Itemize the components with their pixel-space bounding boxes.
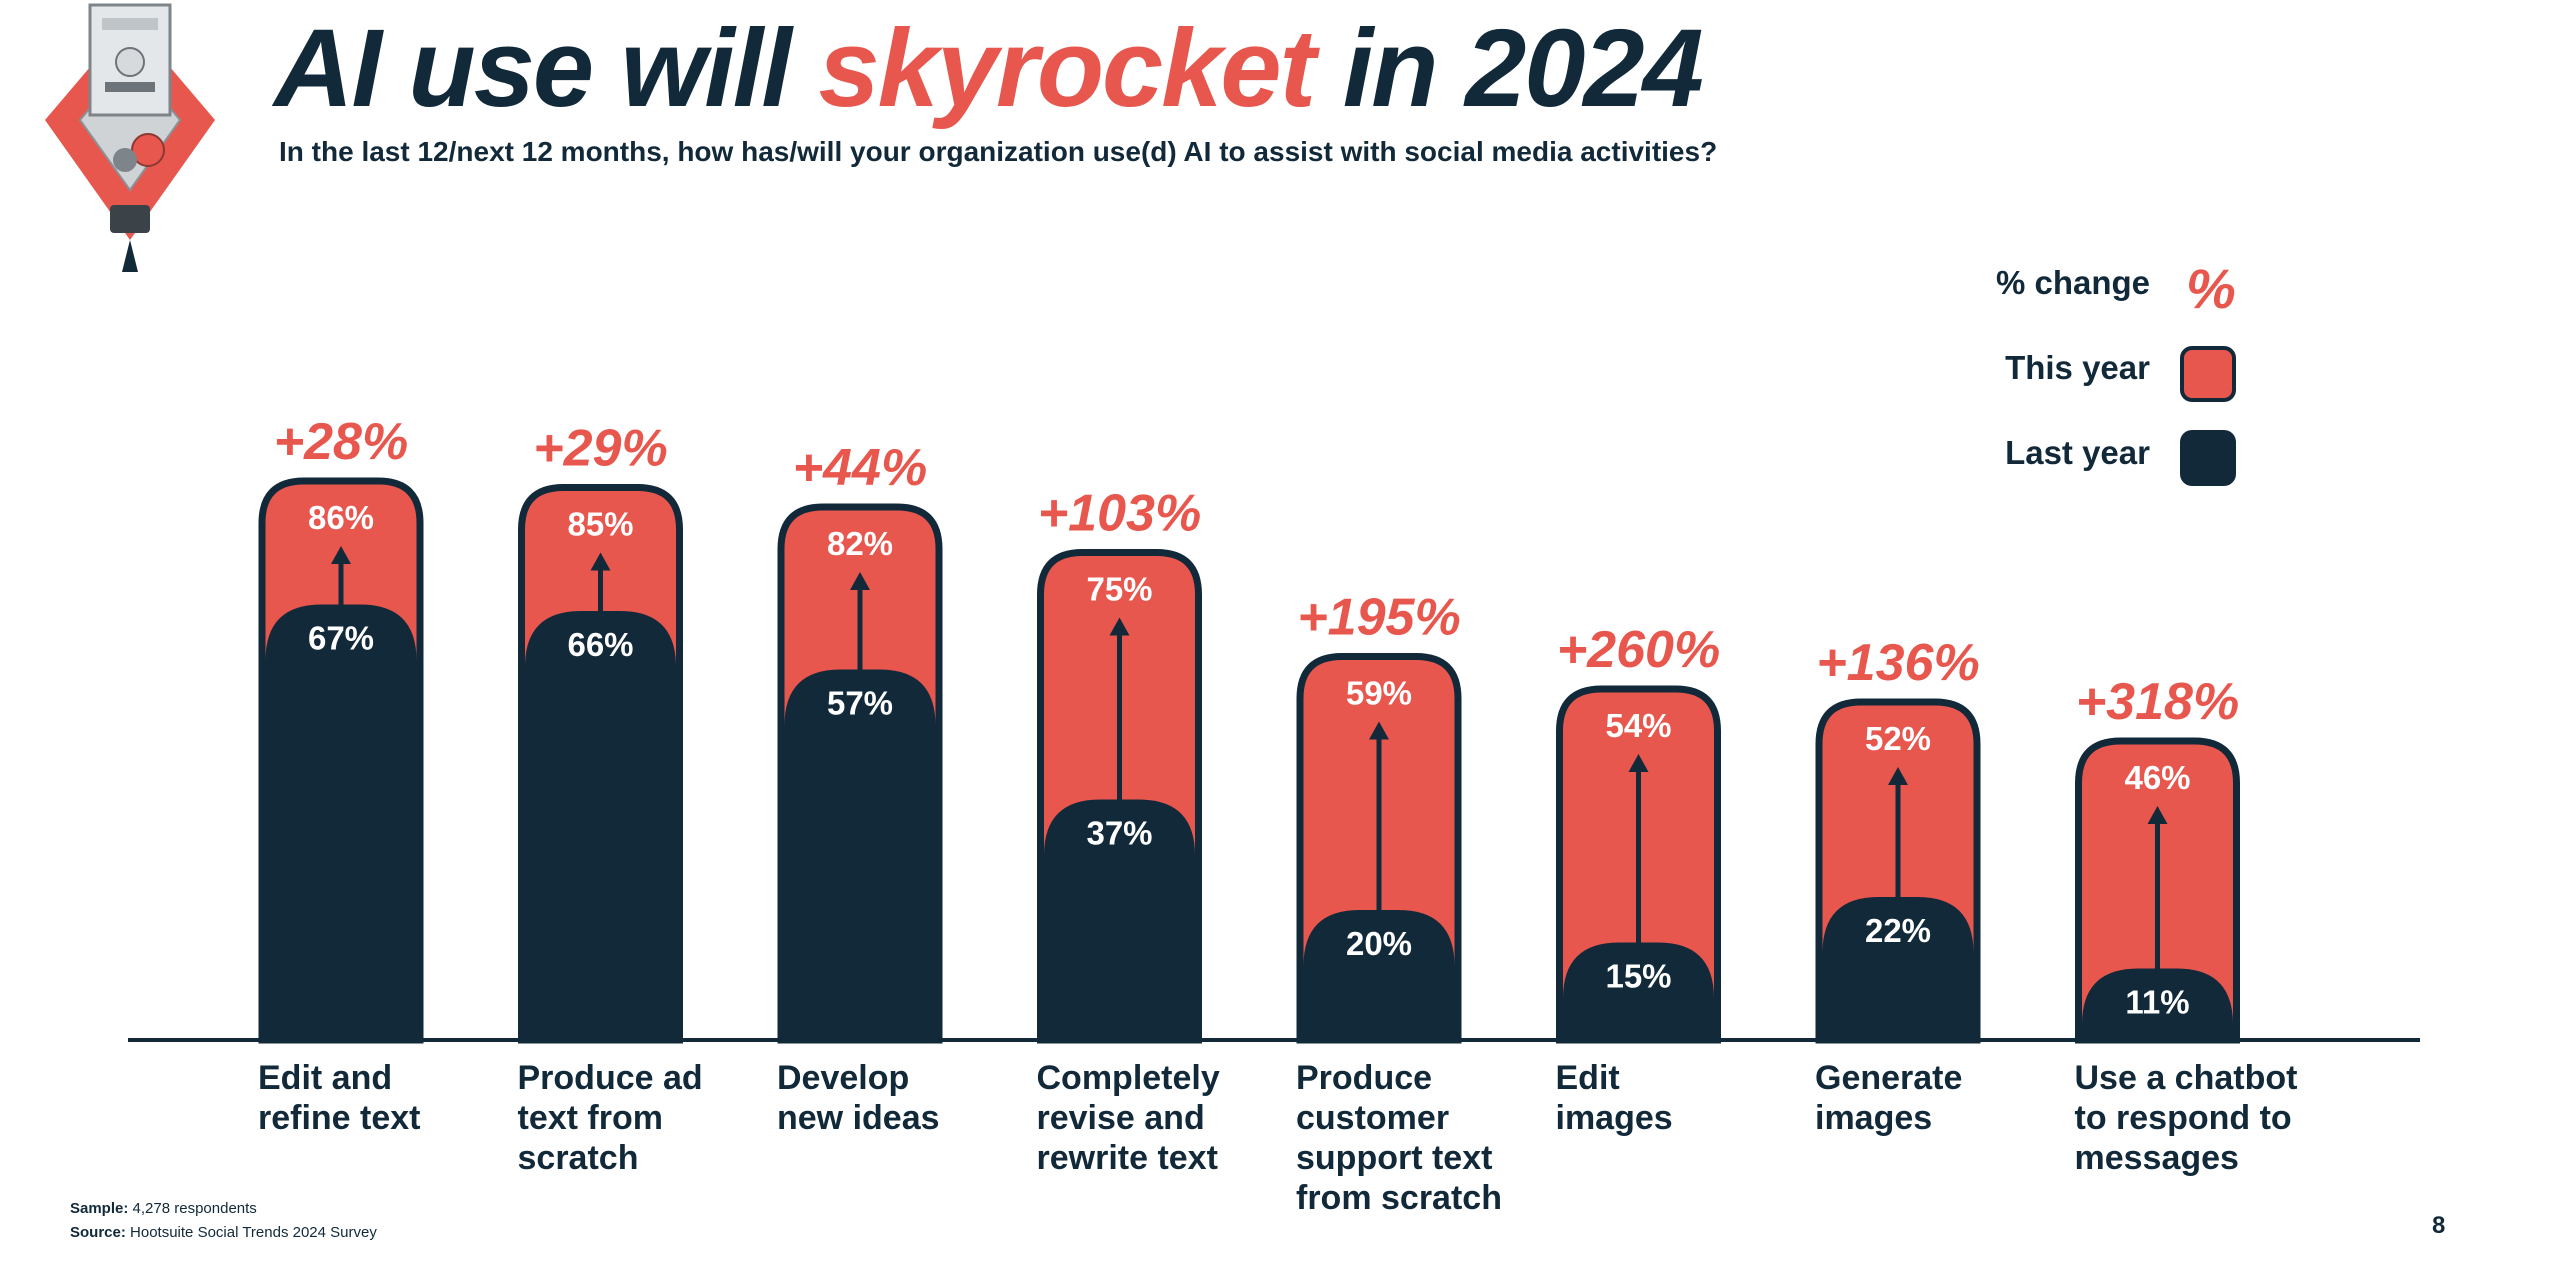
bar-last-year: [265, 604, 417, 1040]
sample-text: 4,278 respondents: [128, 1200, 257, 1217]
percent-change-label: +318%: [2076, 673, 2239, 731]
survey-question: In the last 12/next 12 months, how has/w…: [279, 136, 1718, 167]
change-arrow-head: [590, 552, 611, 571]
category-label-line: to respond to: [2074, 1099, 2292, 1137]
legend-change-symbol: %: [2186, 257, 2236, 320]
category-label-line: messages: [2074, 1139, 2239, 1177]
bar-last-year: [1563, 942, 1714, 1040]
change-arrow-head: [1369, 721, 1389, 740]
percent-change-label: +44%: [793, 439, 927, 497]
legend-change-label: % change: [1995, 264, 2150, 301]
source-label: Source:: [70, 1224, 126, 1241]
change-arrow-head: [850, 572, 870, 590]
category-label-line: Use a chatbot: [2074, 1059, 2298, 1097]
last-year-value-label: 15%: [1605, 958, 1671, 995]
this-year-value-label: 59%: [1346, 675, 1412, 712]
category-label-line: Edit: [1555, 1059, 1620, 1097]
bar-last-year: [2082, 968, 2233, 1040]
title-suffix: in 2024: [1314, 7, 1704, 130]
bar-last-year: [784, 669, 936, 1040]
percent-change-label: +28%: [274, 413, 408, 471]
category-label-line: Edit and: [258, 1059, 393, 1097]
sample-note: Sample: 4,278 respondents: [70, 1200, 257, 1217]
category-label: Edit images: [1556, 1058, 1673, 1138]
category-label-line: customer: [1296, 1099, 1450, 1137]
category-label-line: scratch: [517, 1139, 639, 1177]
category-label: Produce ad text from scratch: [518, 1058, 703, 1178]
category-label-line: from scratch: [1296, 1179, 1502, 1217]
page-title: AI use will skyrocket in 2024: [274, 7, 1704, 130]
percent-change-label: +29%: [533, 420, 667, 478]
category-label-line: Produce ad: [517, 1059, 703, 1097]
owly-rocket-illustration: [45, 3, 215, 272]
category-label: Use a chatbot to respond to messages: [2075, 1058, 2298, 1178]
bar-last-year: [1044, 799, 1195, 1040]
legend-last-year-label: Last year: [2005, 434, 2150, 471]
category-label: Completely revise and rewrite text: [1037, 1058, 1220, 1178]
last-year-value-label: 20%: [1346, 925, 1412, 962]
legend-this-year-label: This year: [2005, 349, 2150, 386]
last-year-value-label: 11%: [2125, 984, 2189, 1021]
this-year-value-label: 86%: [308, 499, 374, 536]
page-number: 8: [2432, 1212, 2446, 1239]
percent-change-label: +195%: [1297, 589, 1460, 647]
category-label-line: revise and: [1036, 1099, 1205, 1137]
category-label-line: Generate: [1815, 1059, 1963, 1097]
category-label: Edit and refine text: [258, 1058, 421, 1138]
category-label-line: Completely: [1036, 1059, 1220, 1097]
last-year-value-label: 67%: [308, 620, 374, 657]
sample-label: Sample:: [70, 1200, 129, 1217]
change-arrow-head: [331, 546, 351, 564]
title-accent: skyrocket: [818, 7, 1316, 130]
percent-change-label: +260%: [1557, 621, 1720, 679]
percent-change-label: +103%: [1038, 485, 1201, 543]
change-arrow-head: [1109, 617, 1130, 636]
last-year-value-label: 22%: [1865, 912, 1931, 949]
category-label-line: images: [1815, 1099, 1933, 1137]
category-label-line: rewrite text: [1036, 1139, 1218, 1177]
last-year-value-label: 66%: [567, 626, 633, 663]
bar-last-year: [1822, 897, 1974, 1040]
category-label-line: text from: [517, 1099, 663, 1137]
category-label: Generate images: [1815, 1058, 1962, 1138]
percent-change-label: +136%: [1816, 634, 1979, 692]
change-arrow-head: [1888, 767, 1908, 785]
category-label-line: images: [1555, 1099, 1673, 1137]
category-label-line: Produce: [1296, 1059, 1433, 1097]
change-arrow-head: [2147, 806, 2168, 824]
source-text: Hootsuite Social Trends 2024 Survey: [125, 1224, 377, 1241]
bar-last-year: [525, 611, 676, 1040]
category-label: Develop new ideas: [777, 1058, 940, 1138]
category-label-line: new ideas: [777, 1099, 940, 1137]
title-prefix: AI use will: [274, 7, 819, 130]
last-year-value-label: 57%: [827, 685, 893, 722]
legend-last-year-swatch: [2180, 430, 2236, 486]
this-year-value-label: 75%: [1086, 571, 1152, 608]
this-year-value-label: 52%: [1865, 720, 1931, 757]
this-year-value-label: 82%: [827, 525, 893, 562]
category-label: Produce customer support text from scratch: [1296, 1058, 1502, 1218]
category-label-line: refine text: [258, 1099, 421, 1137]
this-year-value-label: 54%: [1605, 707, 1671, 744]
last-year-value-label: 37%: [1086, 815, 1152, 852]
this-year-value-label: 46%: [2124, 759, 2190, 796]
source-note: Source: Hootsuite Social Trends 2024 Sur…: [70, 1224, 377, 1241]
bar-last-year: [1303, 910, 1455, 1040]
this-year-value-label: 85%: [567, 506, 633, 543]
legend-this-year-swatch: [2180, 346, 2236, 402]
category-label-line: support text: [1296, 1139, 1493, 1177]
category-label-line: Develop: [777, 1059, 910, 1097]
change-arrow-head: [1628, 754, 1649, 772]
